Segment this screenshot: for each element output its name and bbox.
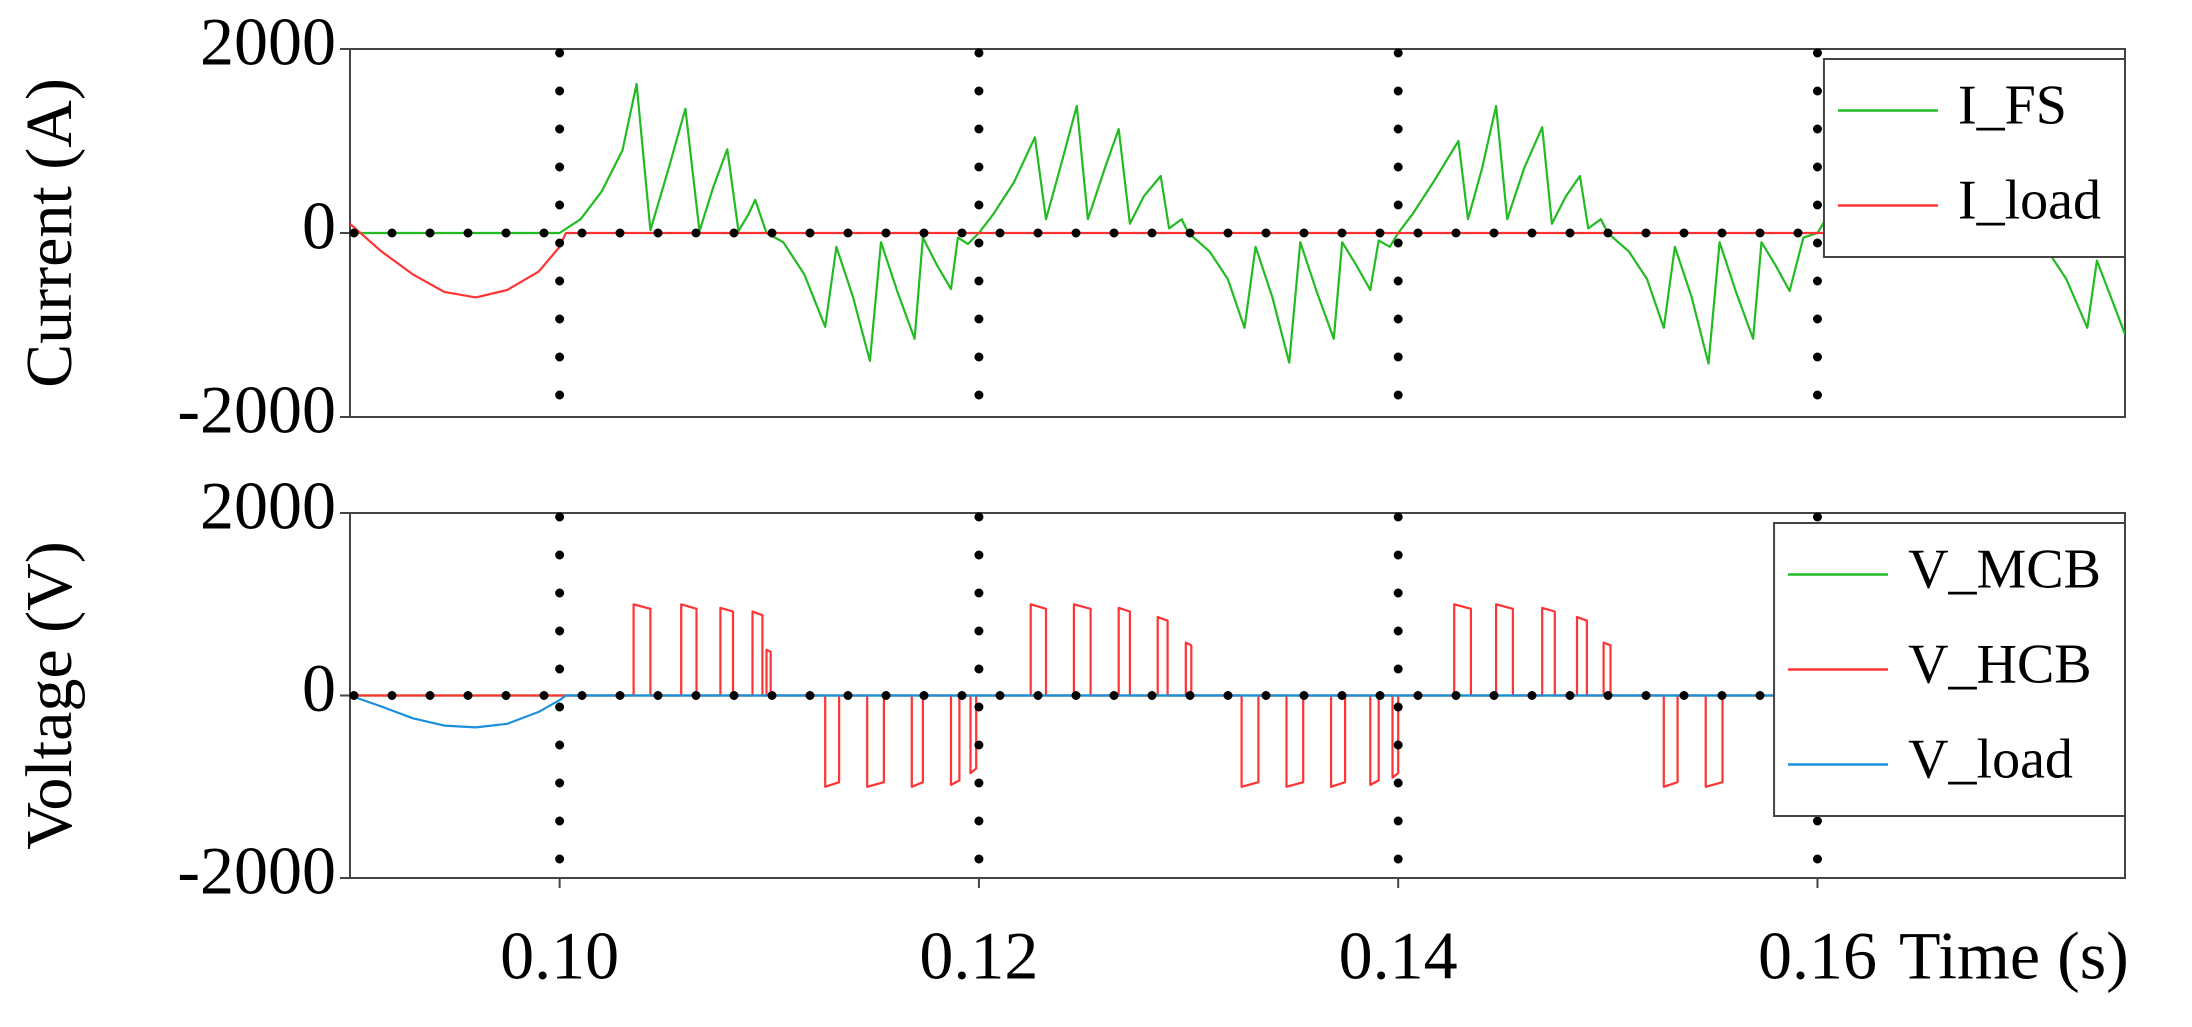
series-line [350, 82, 2125, 365]
legend: V_MCB V_HCB V_load [1773, 522, 2126, 817]
y-tick-label: -2000 [177, 833, 336, 909]
y-axis-label: Voltage (V) [13, 541, 86, 850]
x-tick-label: 0.14 [1339, 918, 1458, 994]
legend-label: V_MCB [1908, 538, 2101, 600]
legend-box [1822, 58, 2126, 258]
legend-label: V_HCB [1908, 633, 2092, 695]
y-tick-label: 2000 [200, 468, 336, 544]
y-tick-label: 0 [302, 188, 336, 264]
series-line [350, 694, 2125, 729]
x-tick-label: 0.12 [919, 918, 1038, 994]
legend-label: I_load [1958, 169, 2101, 231]
x-tick-label: 0.10 [500, 918, 619, 994]
y-tick-label: 2000 [200, 4, 336, 80]
y-axis-label: Current (A) [13, 78, 86, 388]
x-axis-label: Time (s) [1899, 918, 2129, 994]
y-tick-label: -2000 [177, 372, 336, 448]
x-tick-label: 0.16 [1758, 918, 1877, 994]
legend-label: I_FS [1958, 74, 2067, 136]
legend: I_FS I_load [1822, 58, 2126, 258]
y-tick-label: 0 [302, 650, 336, 726]
series-line [350, 603, 2125, 788]
legend-label: V_load [1908, 728, 2073, 790]
